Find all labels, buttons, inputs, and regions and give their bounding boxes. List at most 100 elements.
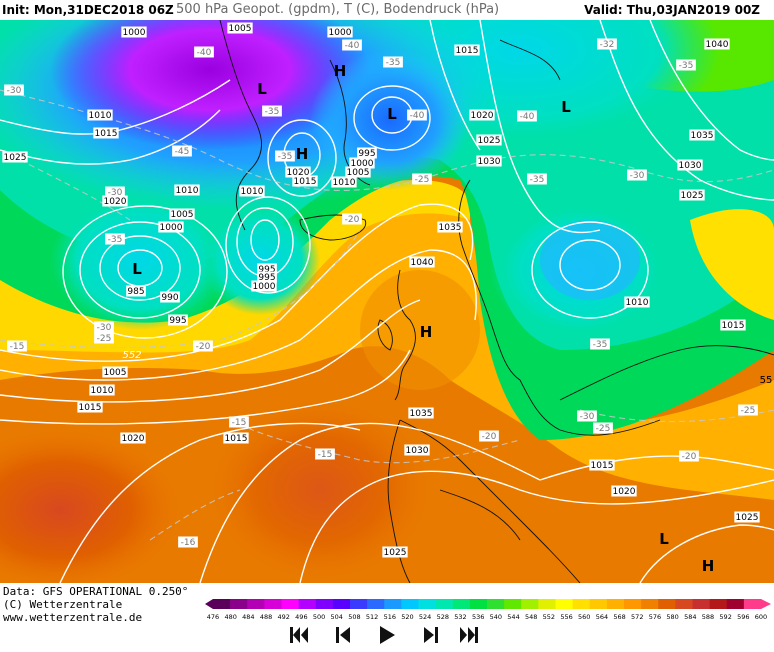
last-frame-button[interactable]: [458, 624, 480, 646]
colorbar-swatch: [726, 599, 745, 609]
temperature-label-box: [7, 340, 27, 352]
pressure-label: 1010: [89, 111, 112, 121]
pressure-system-markers: H L L L H L H L H: [132, 62, 714, 575]
pressure-label: 985: [127, 287, 144, 297]
pressure-label: 1040: [706, 40, 729, 50]
pressure-label: 1015: [722, 321, 745, 331]
pressure-label: 1020: [613, 487, 636, 497]
colorbar-tick-label: 492: [277, 613, 289, 621]
pressure-label: 995: [258, 265, 275, 275]
website-link[interactable]: www.wetterzentrale.de: [3, 611, 143, 624]
colorbar-tick-label: 564: [596, 613, 608, 621]
colorbar-tick-label: 480: [224, 613, 236, 621]
play-button[interactable]: [376, 624, 398, 646]
colorbar-tick-label: 536: [472, 613, 484, 621]
pressure-label-box: [239, 185, 265, 197]
contour-552-label: 552: [122, 350, 141, 361]
temperature-label-box: [94, 321, 114, 333]
pressure-label-box: [689, 129, 715, 141]
pressure-label-box: [382, 546, 408, 558]
temperature-label-box: [105, 233, 125, 245]
pressure-label: 1040: [411, 258, 434, 268]
temperature-label: -35: [593, 340, 608, 350]
temperature-label: -15: [232, 418, 247, 428]
pressure-label-box: [120, 432, 146, 444]
pressure-label-box: [611, 485, 637, 497]
temperature-label-box: [577, 410, 597, 422]
play-icon: [380, 626, 395, 644]
pressure-label: 995: [258, 273, 275, 283]
pressure-label: 1010: [241, 187, 264, 197]
pressure-label-box: [437, 221, 463, 233]
colorbar-swatch: [264, 599, 282, 609]
colorbar-tick-label: 516: [384, 613, 396, 621]
colorbar-tick-label: 532: [454, 613, 466, 621]
edge-label: 55: [760, 375, 773, 386]
pressure-label: 1005: [229, 24, 252, 34]
pressure-label-box: [102, 366, 128, 378]
isobars: [0, 20, 774, 583]
temperature-label-box: [479, 430, 499, 442]
pressure-label: 1025: [4, 153, 27, 163]
pressure-label: 1000: [329, 28, 352, 38]
colorbar-tick-label: 580: [666, 613, 678, 621]
temperature-label: -25: [741, 406, 756, 416]
low-pressure-marker: L: [257, 80, 267, 98]
temperature-label: -25: [415, 175, 430, 185]
pressure-label: 990: [161, 293, 178, 303]
pressure-label: 1005: [347, 168, 370, 178]
pressure-label: 1015: [95, 129, 118, 139]
colorbar-swatch: [538, 599, 556, 609]
step-forward-icon: [424, 627, 438, 643]
low-pressure-marker: L: [659, 530, 669, 548]
colorbar-swatch: [452, 599, 471, 609]
copyright-text: (C) Wetterzentrale: [3, 598, 123, 611]
temperature-label-box: [407, 109, 427, 121]
temperature-label-box: [590, 338, 610, 350]
pressure-label-box: [327, 26, 353, 38]
temperature-label: -25: [97, 334, 112, 344]
pressure-label-box: [158, 221, 184, 233]
colorbar-tick-label: 552: [543, 613, 555, 621]
colorbar-tick-label: 496: [295, 613, 307, 621]
temperature-label: -45: [175, 147, 190, 157]
temperature-label-box: [412, 173, 432, 185]
pressure-labels: 1000 1005 10001015104010101015102510201025…: [2, 22, 760, 558]
pressure-label: 1000: [123, 28, 146, 38]
map-header: Init: Mon,31DEC2018 06Z 500 hPa Geopot. …: [0, 0, 774, 20]
colorbar-tick-label: 572: [631, 613, 643, 621]
first-frame-button[interactable]: [288, 624, 310, 646]
rewind-start-icon: [290, 627, 308, 643]
colorbar-tick-label: 584: [684, 613, 696, 621]
temperature-label: -30: [7, 86, 22, 96]
next-frame-button[interactable]: [420, 624, 442, 646]
colorbar-swatch: [418, 599, 437, 609]
pressure-label: 1030: [679, 161, 702, 171]
weather-map: 1000 1005 10001015104010101015102510201025…: [0, 20, 774, 583]
colorbar-tick-label: 504: [331, 613, 343, 621]
pressure-label-box: [285, 166, 311, 178]
pressure-label-box: [704, 38, 730, 50]
colorbar-swatch: [315, 599, 334, 609]
temperature-label-box: [593, 422, 613, 434]
pressure-label-box: [77, 401, 103, 413]
pressure-label: 1000: [253, 282, 276, 292]
pressure-label: 1035: [439, 223, 462, 233]
pressure-label-box: [349, 157, 375, 169]
pressure-label-box: [121, 26, 147, 38]
colorbar-swatch: [675, 599, 693, 609]
colorbar-tick-label: 568: [613, 613, 625, 621]
temperature-label: -20: [682, 452, 697, 462]
high-pressure-marker: H: [420, 323, 433, 341]
colorbar-swatch: [247, 599, 265, 609]
colorbar-tick-label: 560: [578, 613, 590, 621]
previous-frame-button[interactable]: [332, 624, 354, 646]
colorbar-swatch: [298, 599, 317, 609]
pressure-label-box: [87, 109, 113, 121]
temperature-label-box: [105, 186, 125, 198]
temperature-label: -35: [530, 175, 545, 185]
pressure-label-box: [292, 175, 318, 187]
step-back-icon: [336, 627, 350, 643]
colorbar-swatch: [589, 599, 608, 609]
temperature-label-box: [275, 150, 295, 162]
